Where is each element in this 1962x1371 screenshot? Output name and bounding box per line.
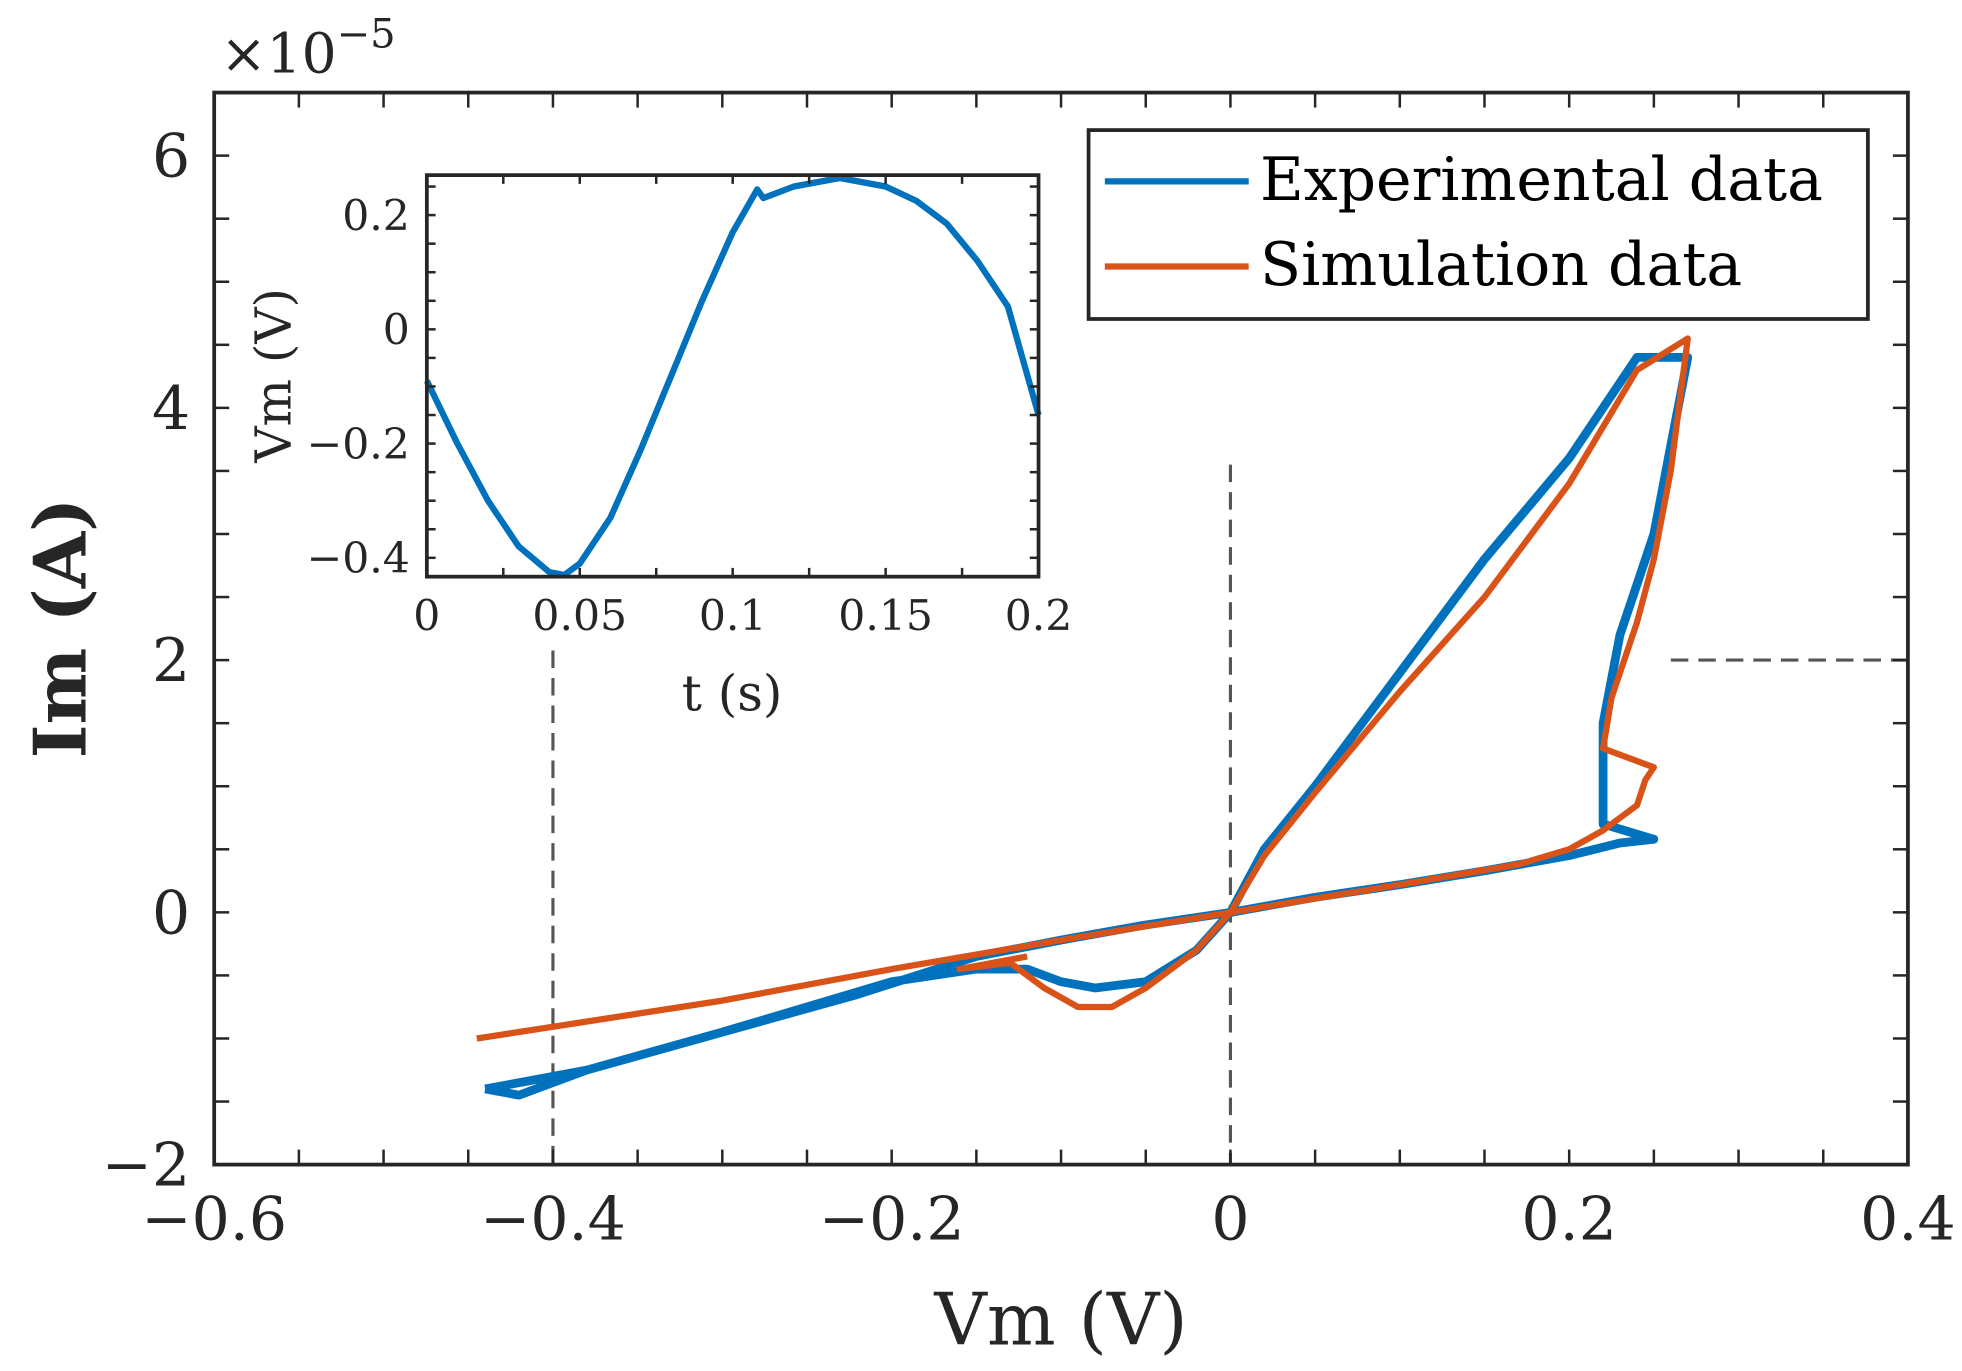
x-tick-label: −0.6 — [141, 1185, 287, 1255]
main-ticks: −0.6 −0.4 −0.2 0 0.2 0.4 −2 0 2 4 6 — [102, 91, 1956, 1255]
x-tick-label: 0.2 — [1005, 592, 1073, 641]
series-line-simulation-data — [476, 335, 1691, 1042]
x-tick-label: −0.2 — [819, 1185, 965, 1255]
x-tick-label: 0.05 — [532, 592, 627, 641]
y-tick-label: 0 — [152, 878, 190, 948]
inset-x-axis-label: t (s) — [682, 665, 783, 723]
inset-chart: 0 0.05 0.1 0.15 0.2 −0.4 −0.2 0 0.2 t (s) Vm (V) — [244, 173, 1073, 723]
y-tick-label: −2 — [102, 1131, 191, 1201]
legend-label-experimental: Experimental data — [1260, 145, 1823, 215]
legend: Experimental data Simulation data — [1086, 128, 1870, 321]
inset-series — [424, 174, 1042, 579]
x-tick-label: 0.1 — [699, 592, 767, 641]
x-tick-label: −0.4 — [480, 1185, 626, 1255]
y-axis-label: Im (A) — [18, 498, 103, 759]
inset-y-axis-label: Vm (V) — [244, 288, 302, 464]
x-axis-label: Vm (V) — [933, 1279, 1187, 1363]
inset-ticks: 0 0.05 0.1 0.15 0.2 −0.4 −0.2 0 0.2 — [307, 175, 1073, 641]
series-line-vm — [424, 174, 1042, 579]
y-tick-label: −0.2 — [307, 420, 410, 469]
legend-box — [1086, 128, 1870, 321]
y-tick-label: 0.2 — [342, 192, 410, 241]
legend-label-simulation: Simulation data — [1260, 230, 1742, 300]
y-exponent: ×10−5 — [220, 12, 395, 86]
y-tick-label: 4 — [152, 374, 190, 444]
x-tick-label: 0.4 — [1860, 1185, 1955, 1255]
y-tick-label: −0.4 — [307, 535, 410, 584]
y-tick-label: 6 — [152, 122, 190, 192]
main-series — [476, 335, 1693, 1100]
x-tick-label: 0 — [1211, 1185, 1249, 1255]
x-tick-label: 0 — [413, 592, 440, 641]
y-tick-label: 0 — [383, 306, 410, 355]
x-tick-label: 0.15 — [838, 592, 933, 641]
x-tick-label: 0.2 — [1521, 1185, 1616, 1255]
y-tick-label: 2 — [152, 626, 190, 696]
